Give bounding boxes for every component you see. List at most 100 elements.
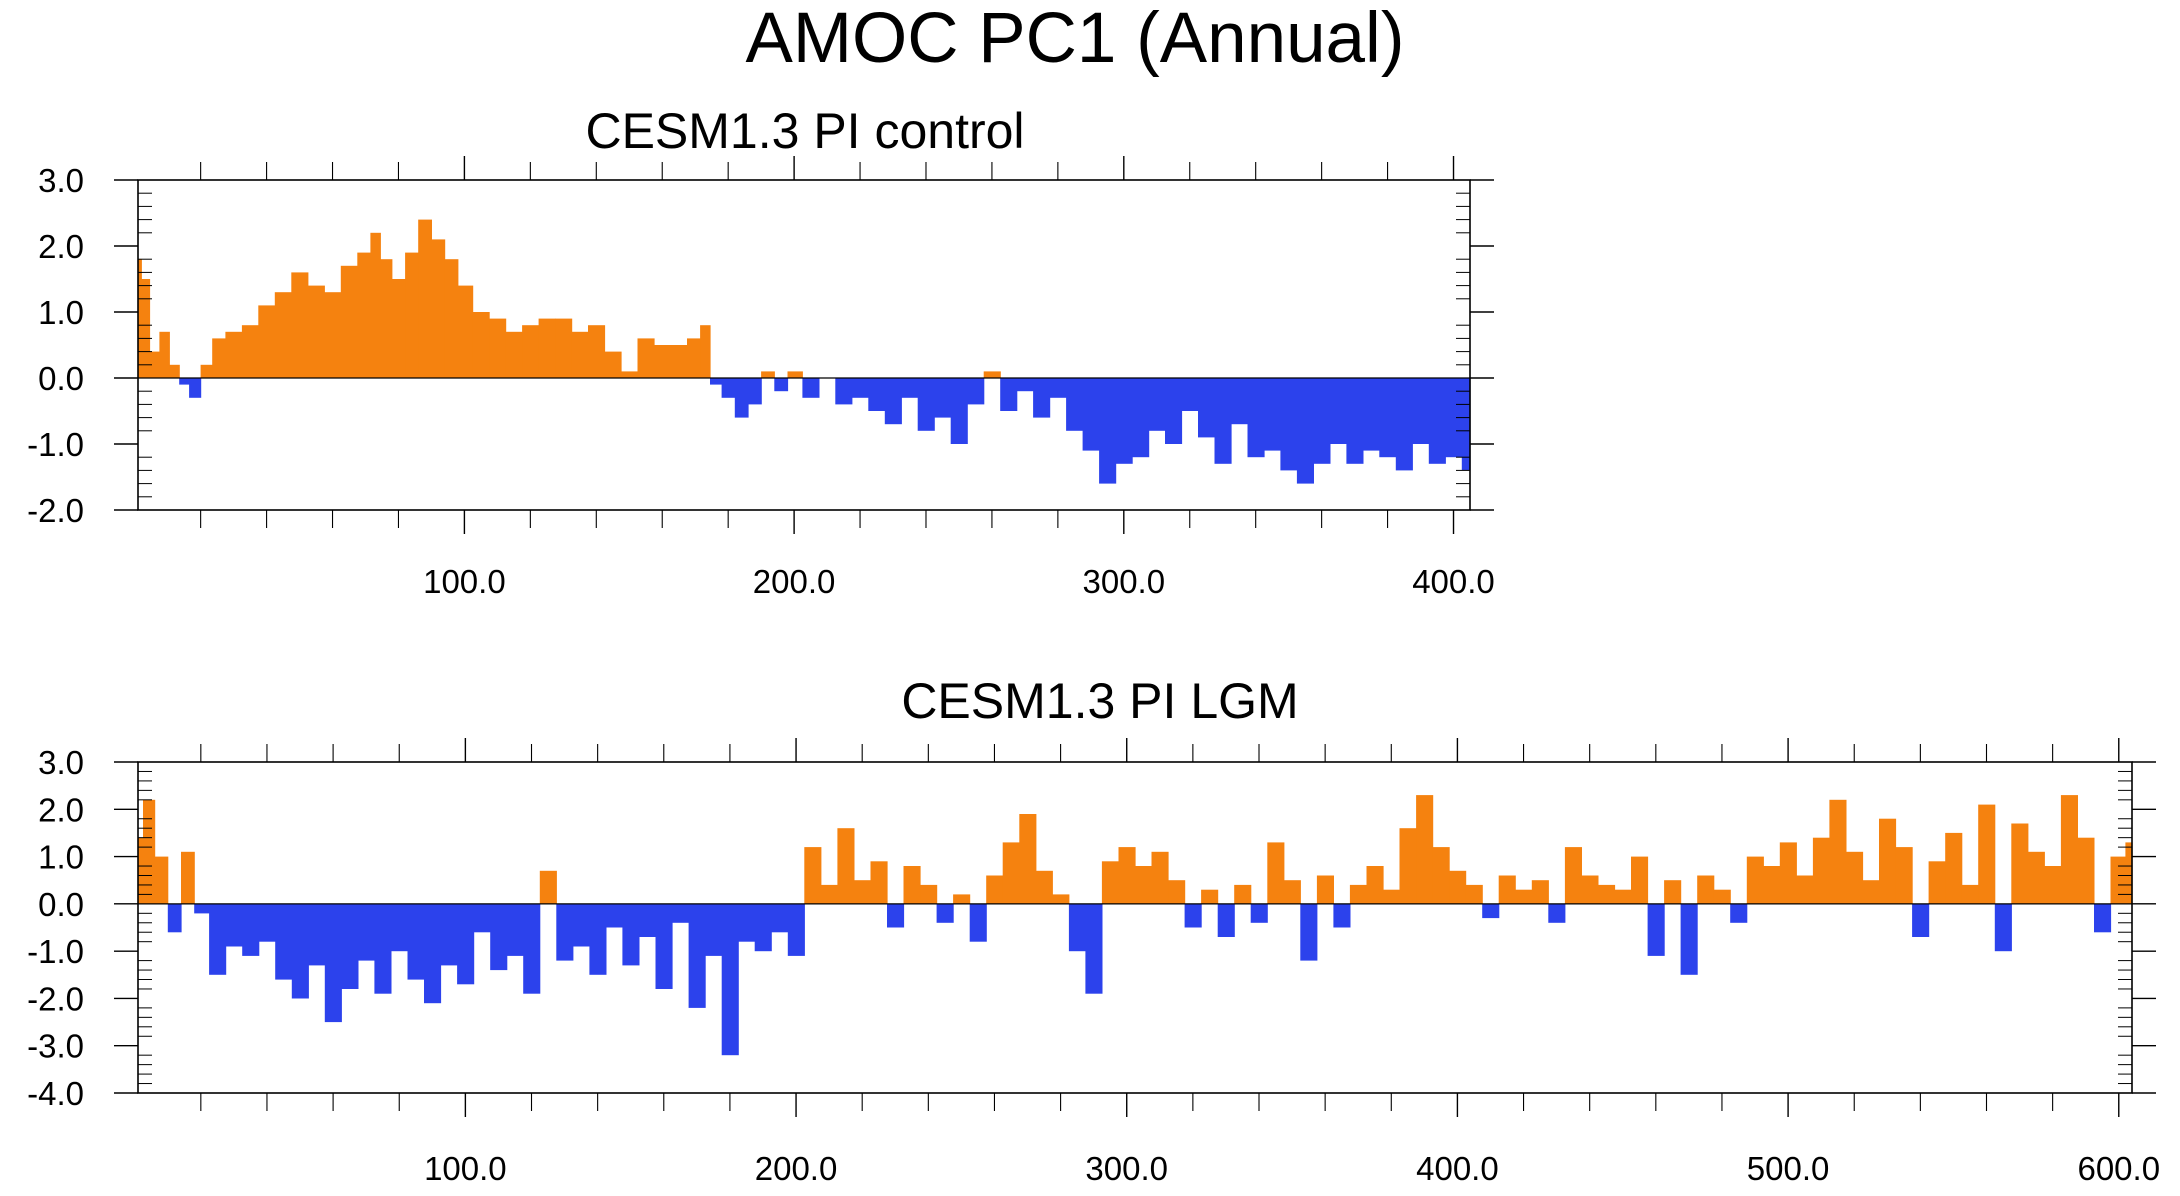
- data-bar: [917, 378, 935, 431]
- data-bar: [490, 903, 508, 971]
- data-bar: [820, 884, 838, 904]
- data-bar: [903, 866, 921, 904]
- y-tick-label: 3.0: [38, 162, 84, 199]
- data-bar: [405, 252, 419, 378]
- y-tick-label: -1.0: [27, 933, 84, 970]
- data-bar: [225, 331, 243, 378]
- data-bar: [324, 903, 342, 1023]
- data-bar: [774, 378, 789, 392]
- data-bar: [2044, 866, 2062, 904]
- data-bar: [1746, 856, 1764, 904]
- data-bar: [1912, 903, 1930, 937]
- data-bar: [1135, 866, 1153, 904]
- data-bar: [700, 325, 711, 378]
- data-bar: [1148, 378, 1166, 431]
- x-tick-label: 100.0: [424, 1150, 507, 1187]
- data-bar: [1316, 875, 1334, 904]
- data-bar: [374, 903, 392, 994]
- data-bar: [225, 903, 243, 947]
- data-bar: [555, 318, 573, 378]
- data-bar: [1329, 378, 1347, 444]
- data-bar: [457, 285, 474, 378]
- data-bar: [1000, 378, 1018, 411]
- plot-frame: [137, 761, 2133, 1094]
- data-bar: [473, 903, 491, 933]
- data-bar: [761, 371, 775, 378]
- x-tick-label: 400.0: [1416, 1150, 1499, 1187]
- data-bar: [621, 371, 639, 378]
- data-bar: [1101, 861, 1119, 904]
- data-bar: [1333, 903, 1351, 928]
- data-bar: [1631, 856, 1649, 904]
- x-tick-label: 400.0: [1412, 563, 1495, 600]
- x-tick-label: 200.0: [755, 1150, 838, 1187]
- data-bar: [571, 331, 589, 378]
- data-bar: [1250, 903, 1268, 923]
- data-bar: [639, 903, 657, 937]
- data-bar: [2125, 842, 2133, 904]
- data-bar: [1283, 880, 1301, 904]
- data-bar: [380, 259, 393, 378]
- data-bar: [1945, 832, 1963, 904]
- data-bar: [1313, 378, 1331, 464]
- x-tick-label: 500.0: [1747, 1150, 1830, 1187]
- data-bar: [654, 345, 672, 378]
- data-bar: [853, 880, 871, 904]
- data-bar: [407, 903, 425, 980]
- data-bar: [1730, 903, 1748, 923]
- y-tick-label: 3.0: [38, 744, 84, 781]
- data-bar: [1895, 847, 1913, 904]
- data-bar: [357, 252, 372, 378]
- data-bar: [804, 847, 822, 904]
- y-tick-labels-pi-control: 3.0 2.0 1.0 0.0 -1.0 -2.0: [27, 162, 84, 529]
- data-bar: [1680, 903, 1698, 975]
- data-bar: [2077, 837, 2095, 904]
- data-bar: [1296, 378, 1314, 484]
- y-tick-label: -4.0: [27, 1075, 84, 1112]
- data-bar: [1779, 842, 1797, 904]
- y-tick-label: 1.0: [38, 839, 84, 876]
- data-bar: [721, 378, 736, 398]
- data-bar: [181, 851, 195, 904]
- axes-pi-control: [114, 156, 1494, 534]
- data-bar: [1263, 378, 1281, 451]
- data-bar: [870, 861, 888, 904]
- data-bar: [167, 903, 182, 933]
- y-tick-label: 0.0: [38, 360, 84, 397]
- data-bar: [983, 371, 1001, 378]
- data-bar: [1366, 866, 1384, 904]
- axes-pi-lgm: [114, 738, 2156, 1117]
- data-bar: [341, 903, 359, 989]
- data-bar: [1068, 903, 1086, 952]
- data-bar: [291, 272, 309, 378]
- data-bar: [457, 903, 475, 985]
- data-bar: [1151, 851, 1169, 904]
- data-bar: [1383, 889, 1401, 904]
- data-bar: [1082, 378, 1100, 451]
- data-bar: [1449, 870, 1467, 904]
- data-bar: [1961, 884, 1979, 904]
- y-tick-label: -3.0: [27, 1028, 84, 1065]
- data-bar: [505, 331, 523, 378]
- data-bar: [588, 325, 606, 378]
- data-bar: [275, 903, 293, 980]
- data-bar: [589, 903, 607, 975]
- data-bar: [1796, 875, 1814, 904]
- x-tick-label: 300.0: [1085, 1150, 1168, 1187]
- data-bar: [143, 799, 156, 904]
- data-bar: [431, 239, 446, 378]
- data-bar: [194, 903, 210, 914]
- data-bar: [522, 325, 540, 378]
- data-bar: [138, 837, 144, 904]
- data-bar: [209, 903, 227, 975]
- data-bar: [2027, 851, 2045, 904]
- data-bar: [444, 259, 459, 378]
- data-bar: [887, 903, 905, 928]
- panel-pi-control: CESM1.3 PI control 3.02.01.00.0-1.0-2.0 …: [27, 103, 1495, 600]
- data-bar: [851, 378, 869, 398]
- data-bar: [489, 318, 507, 378]
- data-bar: [291, 903, 309, 999]
- y-tick-label: 2.0: [38, 228, 84, 265]
- data-bar: [418, 219, 432, 378]
- plot-frame: [137, 179, 1471, 511]
